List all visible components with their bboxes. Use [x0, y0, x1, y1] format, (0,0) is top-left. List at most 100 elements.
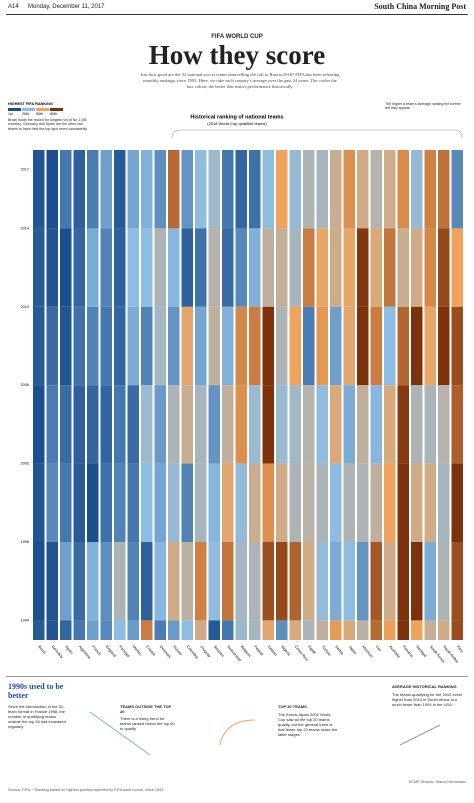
- heat-cell: [289, 150, 301, 229]
- heat-cell: [397, 620, 409, 640]
- heat-cell: [411, 542, 423, 621]
- heat-cell: [343, 542, 355, 621]
- heat-cell: [46, 620, 58, 640]
- heat-cell: [357, 385, 369, 464]
- heat-cell: [303, 542, 315, 621]
- team-label: Nigeria: [280, 645, 291, 657]
- heat-cell: [87, 228, 99, 307]
- heat-cell: [87, 306, 99, 386]
- heat-cell: [141, 385, 153, 464]
- legend-title: HIGHEST FIFA RANKING: [8, 102, 53, 106]
- heat-cell: [262, 620, 274, 640]
- heat-cell: [195, 463, 207, 542]
- heat-cell: [316, 228, 328, 307]
- heat-cell: [46, 463, 58, 542]
- heat-cell: [249, 306, 261, 386]
- heat-cell: [289, 306, 301, 386]
- team-label: Morocco: [361, 645, 373, 659]
- heat-cell: [397, 463, 409, 542]
- heat-cell: [357, 463, 369, 542]
- team-label: Argentina: [78, 645, 92, 661]
- masthead: South China Morning Post: [374, 2, 466, 11]
- heat-cell: [87, 385, 99, 464]
- heat-cell: [141, 228, 153, 307]
- heat-cell: [154, 542, 166, 621]
- heat-cell: [168, 228, 180, 307]
- heat-cell: [127, 385, 139, 464]
- heat-cell: [438, 542, 450, 621]
- heat-cell: [181, 228, 193, 307]
- heat-cell: [181, 542, 193, 621]
- heat-cell: [357, 150, 369, 229]
- heat-cell: [249, 463, 261, 542]
- heat-cell: [262, 306, 274, 386]
- heat-cell: [235, 620, 247, 640]
- heat-cell: [114, 463, 126, 542]
- bracket: [171, 129, 463, 139]
- year-label: 2002: [21, 462, 29, 466]
- top-body: The Korea-Japan 2002 World Cup saw all t…: [278, 712, 338, 737]
- heat-cell: [222, 620, 234, 640]
- heat-cell: [100, 463, 112, 542]
- heat-cell: [195, 306, 207, 386]
- order-note-box: The higher a team's average ranking the …: [385, 102, 461, 110]
- source: Source: FIFA. * Ranking based on highest…: [8, 788, 165, 792]
- heat-cell: [73, 463, 85, 542]
- heat-cell: [276, 463, 288, 542]
- heat-cell: [438, 385, 450, 464]
- heat-cell: [87, 463, 99, 542]
- heat-cell: [222, 542, 234, 621]
- legend: 1st 20th 50th 80th: [8, 108, 63, 116]
- heat-cell: [235, 306, 247, 386]
- heat-cell: [168, 620, 180, 640]
- heat-cell: [397, 150, 409, 229]
- avg-body: The teams qualifying for the 2010 event …: [392, 692, 463, 707]
- team-label: Sweden: [213, 645, 225, 658]
- heat-cell: [87, 150, 99, 229]
- outside-body: There is a rising trend for teams ranked…: [120, 716, 175, 731]
- heat-cell: [451, 542, 463, 621]
- trend-line: [89, 711, 151, 756]
- heat-cell: [235, 228, 247, 307]
- heat-cell: [249, 620, 261, 640]
- heat-cell: [411, 306, 423, 386]
- panel-sketch: [89, 711, 441, 756]
- heat-cell: [154, 150, 166, 229]
- heat-cell: [424, 542, 436, 621]
- panel-title: 1990s used to be better: [8, 682, 64, 700]
- heat-cell: [397, 306, 409, 386]
- heat-cell: [343, 306, 355, 386]
- heat-cell: [262, 542, 274, 621]
- heat-cell: [384, 463, 396, 542]
- year-label: 1994: [21, 618, 29, 622]
- panel-body: Since the introduction of the 32-team fo…: [8, 704, 66, 729]
- heat-cell: [289, 385, 301, 464]
- heat-cell: [235, 150, 247, 229]
- heat-cell: [222, 385, 234, 464]
- heat-cell: [451, 228, 463, 307]
- heat-cell: [33, 150, 45, 229]
- heat-cell: [451, 150, 463, 229]
- heat-cell: [127, 542, 139, 621]
- heat-cell: [316, 463, 328, 542]
- team-label: Panama: [402, 645, 415, 659]
- heat-cell: [127, 463, 139, 542]
- heat-cell: [168, 542, 180, 621]
- heat-cell: [127, 620, 139, 640]
- heat-cell: [168, 385, 180, 464]
- heat-cell: [303, 150, 315, 229]
- heat-cell: [384, 620, 396, 640]
- team-label: Senegal: [415, 645, 427, 658]
- team-label: Brazil: [37, 645, 46, 655]
- heat-cell: [141, 542, 153, 621]
- heat-cell: [168, 306, 180, 386]
- heat-cell: [46, 542, 58, 621]
- heat-cell: [208, 620, 220, 640]
- heat-cell: [60, 463, 72, 542]
- heat-cell: [33, 463, 45, 542]
- heat-cell: [411, 150, 423, 229]
- heat-cell: [370, 306, 382, 386]
- avg-title: AVERAGE HISTORICAL RANKING: [392, 684, 457, 689]
- heat-cell: [181, 620, 193, 640]
- legend-label: 80th: [50, 112, 57, 116]
